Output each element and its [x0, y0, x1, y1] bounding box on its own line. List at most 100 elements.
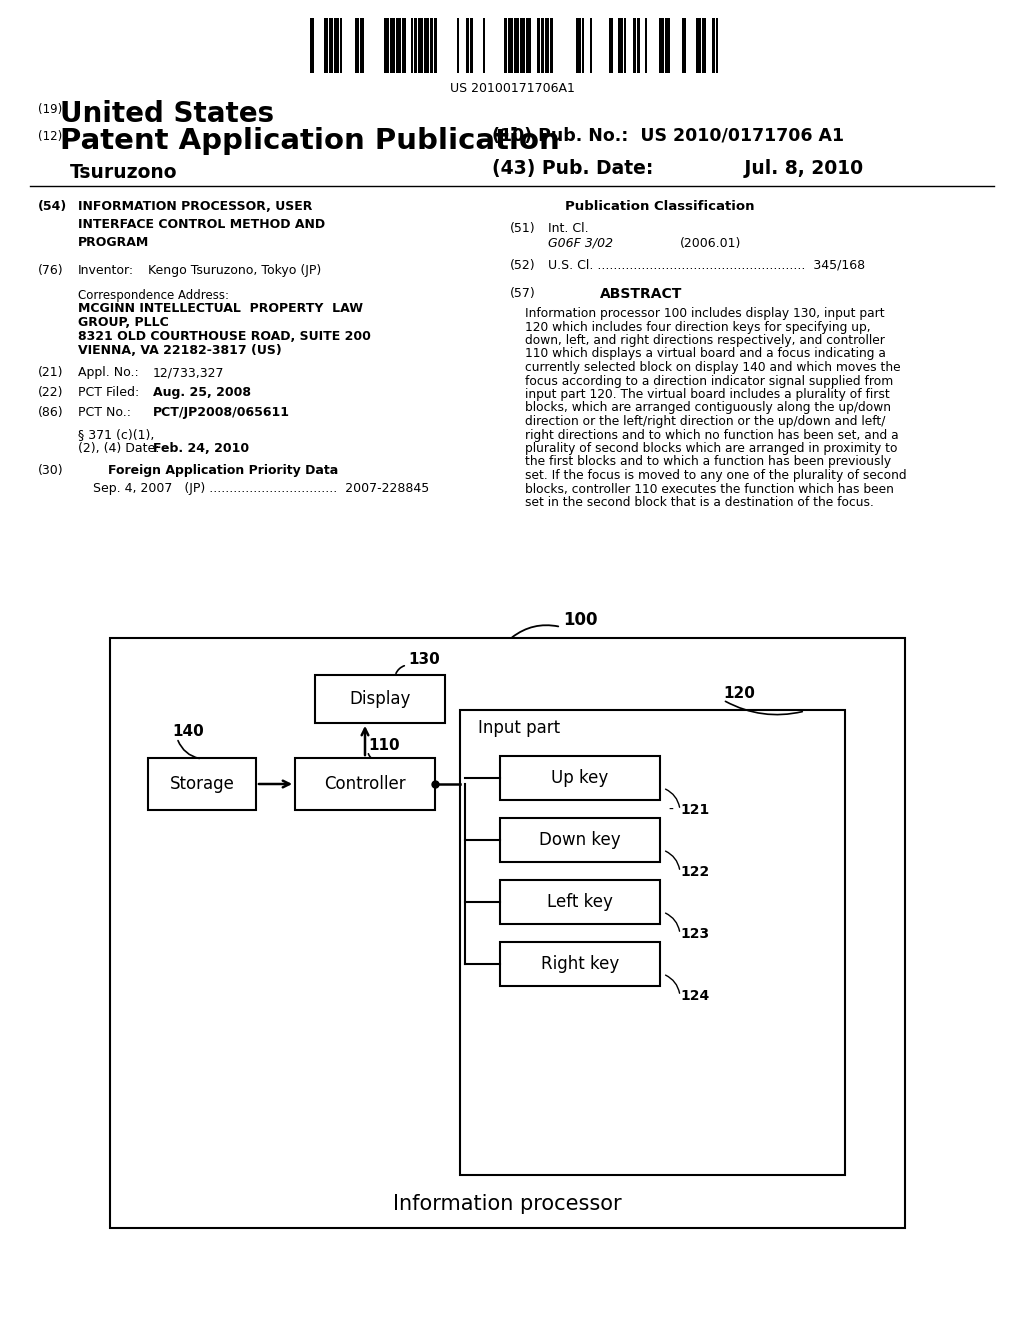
Text: 122: 122 [680, 865, 710, 879]
Bar [582, 18, 584, 73]
Text: Information processor: Information processor [393, 1195, 622, 1214]
Text: (54): (54) [38, 201, 68, 213]
Bar [696, 18, 701, 73]
Text: United States: United States [60, 100, 274, 128]
Text: Display: Display [349, 690, 411, 708]
FancyBboxPatch shape [500, 942, 660, 986]
Text: 8321 OLD COURTHOUSE ROAD, SUITE 200: 8321 OLD COURTHOUSE ROAD, SUITE 200 [78, 330, 371, 343]
Bar [659, 18, 664, 73]
Bar [466, 18, 469, 73]
Text: (22): (22) [38, 385, 63, 399]
Bar [537, 18, 540, 73]
Text: blocks, which are arranged contiguously along the up/down: blocks, which are arranged contiguously … [525, 401, 891, 414]
Bar [520, 18, 525, 73]
Text: set in the second block that is a destination of the focus.: set in the second block that is a destin… [525, 496, 873, 510]
FancyBboxPatch shape [148, 758, 256, 810]
Bar [712, 18, 715, 73]
Text: Up key: Up key [551, 770, 608, 787]
Text: Inventor:: Inventor: [78, 264, 134, 277]
Bar [624, 18, 626, 73]
Bar [324, 18, 328, 73]
Text: (52): (52) [510, 259, 536, 272]
Bar [545, 18, 549, 73]
Text: (86): (86) [38, 407, 63, 418]
Bar [355, 18, 359, 73]
Bar [310, 18, 314, 73]
Text: -: - [668, 803, 673, 817]
Text: the first blocks and to which a function has been previously: the first blocks and to which a function… [525, 455, 891, 469]
Bar [633, 18, 636, 73]
Bar [434, 18, 437, 73]
Text: currently selected block on display 140 and which moves the: currently selected block on display 140 … [525, 360, 901, 374]
Bar [414, 18, 417, 73]
Text: (57): (57) [510, 286, 536, 300]
Text: G06F 3/02: G06F 3/02 [548, 238, 613, 249]
Bar [334, 18, 339, 73]
Bar [424, 18, 429, 73]
Text: MCGINN INTELLECTUAL  PROPERTY  LAW: MCGINN INTELLECTUAL PROPERTY LAW [78, 302, 362, 315]
Text: 121: 121 [680, 803, 710, 817]
Text: (2), (4) Date:: (2), (4) Date: [78, 442, 160, 455]
Text: 110 which displays a virtual board and a focus indicating a: 110 which displays a virtual board and a… [525, 347, 886, 360]
Bar [590, 18, 592, 73]
FancyBboxPatch shape [460, 710, 845, 1175]
Bar [575, 18, 581, 73]
Bar [514, 18, 519, 73]
Text: US 20100171706A1: US 20100171706A1 [450, 82, 574, 95]
Bar [418, 18, 423, 73]
Text: (43) Pub. Date:              Jul. 8, 2010: (43) Pub. Date: Jul. 8, 2010 [492, 158, 863, 178]
Text: input part 120. The virtual board includes a plurality of first: input part 120. The virtual board includ… [525, 388, 890, 401]
Bar [618, 18, 623, 73]
Bar [645, 18, 647, 73]
Text: set. If the focus is moved to any one of the plurality of second: set. If the focus is moved to any one of… [525, 469, 906, 482]
Text: Input part: Input part [478, 719, 560, 737]
Text: (12): (12) [38, 129, 62, 143]
Text: ABSTRACT: ABSTRACT [600, 286, 682, 301]
Text: blocks, controller 110 executes the function which has been: blocks, controller 110 executes the func… [525, 483, 894, 495]
Text: 120: 120 [723, 686, 755, 701]
Bar [637, 18, 640, 73]
Text: (30): (30) [38, 465, 63, 477]
Bar [716, 18, 718, 73]
Text: PCT/JP2008/065611: PCT/JP2008/065611 [153, 407, 290, 418]
Text: (21): (21) [38, 366, 63, 379]
Text: right directions and to which no function has been set, and a: right directions and to which no functio… [525, 429, 899, 441]
Bar [457, 18, 459, 73]
Text: 140: 140 [172, 725, 204, 739]
Text: Int. Cl.: Int. Cl. [548, 222, 589, 235]
Text: (19): (19) [38, 103, 62, 116]
Text: 100: 100 [563, 611, 597, 630]
Text: focus according to a direction indicator signal supplied from: focus according to a direction indicator… [525, 375, 893, 388]
Text: § 371 (c)(1),: § 371 (c)(1), [78, 428, 155, 441]
FancyBboxPatch shape [315, 675, 445, 723]
Bar [550, 18, 553, 73]
Bar [483, 18, 485, 73]
Text: 110: 110 [368, 738, 399, 752]
Bar [402, 18, 406, 73]
Bar [665, 18, 670, 73]
Text: Controller: Controller [325, 775, 406, 793]
Text: Foreign Application Priority Data: Foreign Application Priority Data [108, 465, 338, 477]
Text: 120 which includes four direction keys for specifying up,: 120 which includes four direction keys f… [525, 321, 870, 334]
Text: Sep. 4, 2007   (JP) ................................  2007-228845: Sep. 4, 2007 (JP) ......................… [93, 482, 429, 495]
Text: (76): (76) [38, 264, 63, 277]
Text: GROUP, PLLC: GROUP, PLLC [78, 315, 169, 329]
Text: 124: 124 [680, 989, 710, 1003]
Text: Feb. 24, 2010: Feb. 24, 2010 [153, 442, 249, 455]
Text: Publication Classification: Publication Classification [565, 201, 755, 213]
Bar [526, 18, 531, 73]
Bar [411, 18, 413, 73]
Text: (51): (51) [510, 222, 536, 235]
Text: 130: 130 [408, 652, 439, 667]
FancyBboxPatch shape [500, 880, 660, 924]
Text: (2006.01): (2006.01) [680, 238, 741, 249]
Bar [609, 18, 613, 73]
Text: Kengo Tsuruzono, Tokyo (JP): Kengo Tsuruzono, Tokyo (JP) [148, 264, 322, 277]
Text: Tsuruzono: Tsuruzono [70, 162, 177, 182]
Bar [396, 18, 401, 73]
Bar [390, 18, 395, 73]
Text: plurality of second blocks which are arranged in proximity to: plurality of second blocks which are arr… [525, 442, 897, 455]
Bar [541, 18, 544, 73]
Text: PCT No.:: PCT No.: [78, 407, 131, 418]
Bar [504, 18, 507, 73]
